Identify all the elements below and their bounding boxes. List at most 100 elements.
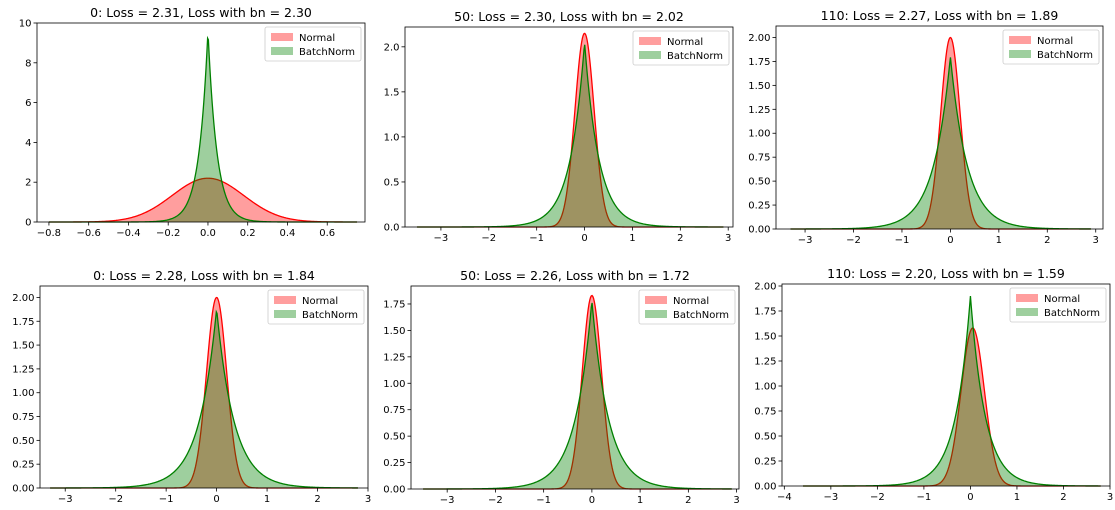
y-tick-label: 4 [25,138,31,149]
x-tick-label: −1 [895,235,910,246]
chart-title: 110: Loss = 2.20, Loss with bn = 1.59 [827,266,1065,281]
x-tick-label: 2 [314,494,320,505]
x-tick-label: 3 [725,233,731,244]
legend-label-batchnorm: BatchNorm [673,310,729,321]
legend: Normal BatchNorm [632,30,730,66]
x-tick-label: 0 [967,492,973,503]
x-tick-label: 1 [1014,492,1020,503]
chart-title: 0: Loss = 2.28, Loss with bn = 1.84 [93,268,315,283]
legend-label-normal: Normal [673,296,709,307]
y-tick-label: 1.25 [754,357,776,368]
y-tick-label: 0.25 [754,457,776,468]
legend-swatch-batchnorm [639,51,661,59]
x-tick-label: −1 [529,233,544,244]
y-tick-label: 0.50 [383,432,405,443]
y-tick-label: 1.50 [748,81,770,92]
legend-box [632,30,730,66]
legend-box [264,26,362,62]
legend-label-normal: Normal [1044,294,1080,305]
y-tick-label: 1.00 [383,379,405,390]
x-tick-label: 0.2 [240,228,256,239]
legend-swatch-normal [271,33,293,41]
x-tick-label: −2 [488,495,503,506]
x-tick-label: −2 [481,233,496,244]
x-tick-label: 2 [677,233,683,244]
x-tick-label: 2 [1044,235,1050,246]
x-tick-label: −0.4 [116,228,140,239]
y-tick-label: 2.00 [12,293,34,304]
series-area-normal [50,297,358,488]
y-tick-label: 0.75 [748,153,770,164]
legend-label-batchnorm: BatchNorm [302,310,358,321]
y-tick-label: 1.00 [748,129,770,140]
chart-panel-0: −0.8 −0.6 −0.4 −0.2 0.0 0.2 0.4 0.6 0 2 4 6 8 10 0: Lo… [19,5,366,239]
y-tick-label: 0.25 [383,458,405,469]
legend-swatch-normal [1016,294,1038,302]
y-tick-label: 1.50 [12,341,34,352]
x-tick-label: 0 [589,495,595,506]
y-tick-label: 1.0 [384,132,400,143]
y-tick-label: 0.50 [748,177,770,188]
axes-frame [39,285,369,489]
y-tick-label: 1.00 [12,388,34,399]
legend: Normal BatchNorm [1002,29,1100,65]
x-tick-label: 3 [1093,235,1099,246]
chart-panel-4: −3 −2 −1 0 1 2 3 0.00 0.25 0.50 0.75 1.00 1.25 1.50 1.… [383,268,740,506]
x-tick-label: −1 [159,494,174,505]
series-area-normal [48,178,358,222]
y-tick-label: 0.00 [754,482,776,493]
y-tick-label: 0.50 [12,436,34,447]
y-tick-label: 0 [25,218,31,229]
legend-swatch-batchnorm [1009,50,1031,58]
series-area-batchnorm [802,296,1101,486]
y-tick-label: 0.75 [383,405,405,416]
y-tick-label: 1.75 [754,307,776,318]
series-area-normal [416,33,724,227]
axes-frame [404,26,734,228]
x-tick-label: 0 [947,235,953,246]
y-tick-label: 0.75 [12,412,34,423]
y-tick-label: 0.00 [12,484,34,495]
x-tick-label: −3 [823,492,838,503]
legend-box [638,289,736,325]
chart-title: 50: Loss = 2.26, Loss with bn = 1.72 [460,268,690,283]
x-tick-label: −0.2 [156,228,180,239]
x-tick-label: −1 [536,495,551,506]
y-tick-label: 2.00 [748,33,770,44]
x-tick-label: −3 [440,495,455,506]
y-tick-label: 0.0 [384,223,400,234]
chart-panel-2: −3 −2 −1 0 1 2 3 0.00 0.25 0.50 0.75 1.00 1.25 1.50 1.… [748,8,1104,246]
legend-swatch-normal [645,296,667,304]
legend-label-normal: Normal [1037,36,1073,47]
y-tick-label: 0.00 [383,485,405,496]
x-tick-label: 1 [996,235,1002,246]
y-tick-label: 1.50 [754,332,776,343]
legend: Normal BatchNorm [1009,287,1107,323]
x-tick-label: −1 [917,492,932,503]
series-area-batchnorm [416,44,724,228]
chart-panel-1: −3 −2 −1 0 1 2 3 0.0 0.5 1.0 1.5 2.0 50: Loss = 2.30… [384,9,734,244]
y-tick-label: 10 [19,19,32,30]
legend-swatch-normal [274,296,296,304]
y-tick-label: 0.25 [748,201,770,212]
y-tick-label: 2.00 [754,282,776,293]
x-tick-label: 2 [1060,492,1066,503]
x-tick-label: 3 [1107,492,1113,503]
x-tick-label: −2 [846,235,861,246]
legend-box [1009,287,1107,323]
legend-swatch-batchnorm [1016,308,1038,316]
x-tick-label: −0.6 [77,228,101,239]
y-tick-label: 1.5 [384,87,400,98]
legend-swatch-normal [1009,36,1031,44]
legend-label-batchnorm: BatchNorm [1044,308,1100,319]
legend-swatch-normal [639,37,661,45]
y-tick-label: 6 [25,98,31,109]
y-tick-label: 1.25 [748,105,770,116]
legend-label-batchnorm: BatchNorm [667,51,723,62]
x-tick-label: −2 [108,494,123,505]
y-tick-label: 2.0 [384,42,400,53]
x-tick-label: 1 [629,233,635,244]
axes-frame [775,25,1104,230]
y-tick-label: 1.75 [12,317,34,328]
series-area-batchnorm [790,57,1091,229]
